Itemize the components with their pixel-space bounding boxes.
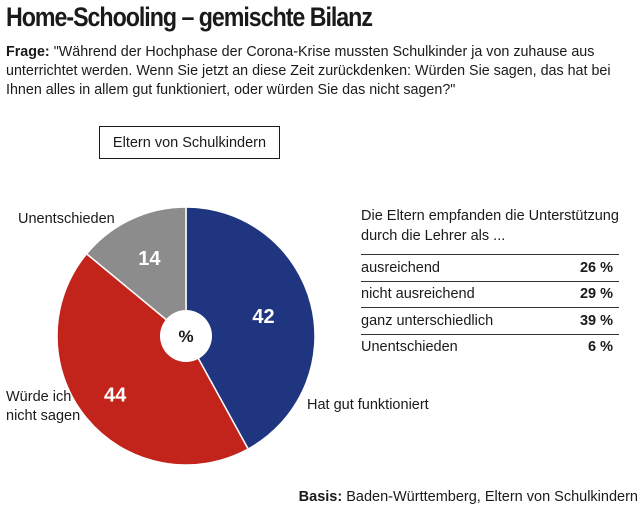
source-label: Basis: <box>298 489 343 505</box>
table-row: Unentschieden 6 % <box>361 335 619 361</box>
pie-value-label-2: 14 <box>138 248 161 270</box>
question-label: Frage: <box>6 44 50 60</box>
slice-label-unentschieden: Unentschieden <box>18 211 115 227</box>
table-row-value: 29 % <box>579 286 613 303</box>
table-row-label: ausreichend <box>361 259 440 276</box>
group-label: Eltern von Schulkindern <box>112 134 267 151</box>
slice-label-nicht: Würde ich nicht sagen <box>6 389 81 424</box>
side-table: ausreichend 26 % nicht ausreichend 29 % ganz… <box>361 254 619 360</box>
pie-unit-label: % <box>178 327 193 346</box>
table-row-value: 26 % <box>579 259 613 276</box>
table-row-label: Unentschieden <box>361 339 458 356</box>
pie-slice-0 <box>185 206 316 451</box>
table-row-label: ganz unterschiedlich <box>361 312 494 329</box>
table-row: nicht ausreichend 29 % <box>361 282 619 308</box>
table-row-value: 6 % <box>588 339 613 356</box>
table-row-label: nicht ausreichend <box>361 286 475 303</box>
chart-title: Home-Schooling – gemischte Bilanz <box>6 2 373 32</box>
pie-slice-2 <box>85 206 187 338</box>
pie-value-label-1: 44 <box>104 385 127 407</box>
pie-center-hole <box>160 310 212 362</box>
source-note: Basis: Baden-Württemberg, Eltern von Sch… <box>299 489 638 505</box>
source-text: Baden-Württemberg, Eltern von Schulkinde… <box>346 489 638 505</box>
pie-chart: 42 44 14% <box>56 206 316 466</box>
table-row-value: 39 % <box>579 312 613 329</box>
pie-value-label-0: 42 <box>252 306 274 328</box>
slice-label-gut: Hat gut funktioniert <box>307 397 429 413</box>
question-body: "Während der Hochphase der Corona-Krise … <box>6 44 611 98</box>
side-table-title: Die Eltern empfanden die Unterstützung d… <box>361 208 619 244</box>
pie-slice-1 <box>56 252 250 466</box>
table-row: ganz unterschiedlich 39 % <box>361 308 619 335</box>
question-text: Frage: "Während der Hochphase der Corona… <box>6 43 636 100</box>
group-label-box: Eltern von Schulkindern <box>99 126 280 159</box>
table-row: ausreichend 26 % <box>361 254 619 282</box>
